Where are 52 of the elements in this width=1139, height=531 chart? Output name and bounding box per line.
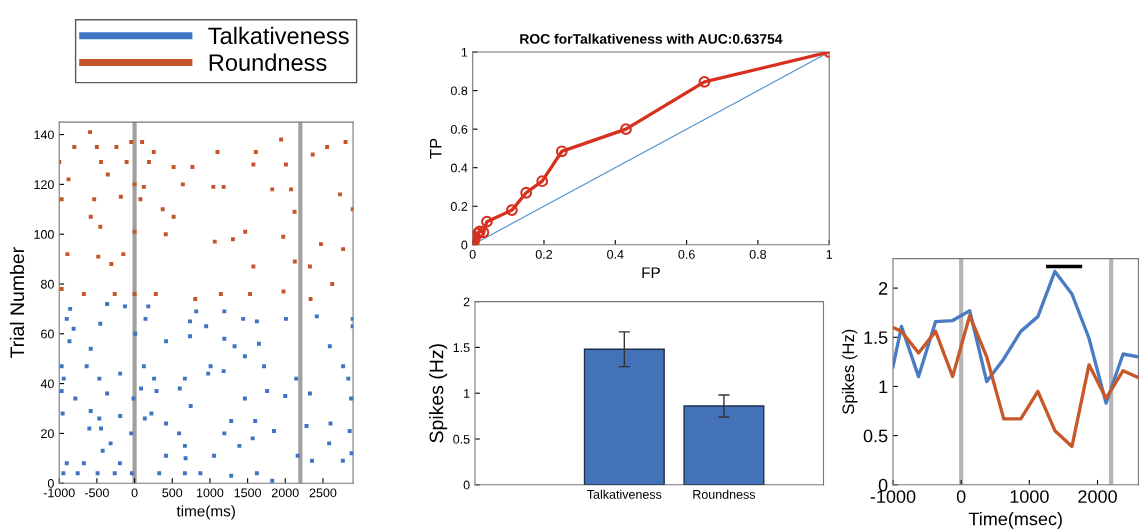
y-tick-label: 0.6: [450, 124, 468, 134]
x-tick-label: 500: [162, 488, 183, 498]
x-tick-label: 1500: [234, 488, 262, 498]
x-tick-label: 0.8: [749, 249, 767, 259]
x-tick-label: 1000: [1010, 490, 1049, 503]
legend-label: Roundness: [209, 53, 327, 71]
y-tick-label: 0.8: [450, 86, 468, 96]
y-axis-title: Spikes (Hz): [429, 344, 448, 443]
x-tick-label: 0.2: [535, 249, 553, 259]
y-axis-title: Spikes (Hz): [841, 329, 858, 414]
y-tick-label: 1: [461, 47, 468, 57]
x-tick-label: 0: [956, 490, 966, 503]
y-tick-label: 0: [47, 479, 54, 488]
x-tick-label: 2500: [309, 488, 337, 498]
y-tick-label: 0: [461, 240, 468, 250]
x-axis-title: FP: [642, 267, 660, 278]
y-tick-label: 0.5: [863, 429, 888, 443]
y-axis-title: Trial Number: [9, 247, 25, 359]
x-tick-label: Roundness: [693, 489, 756, 499]
y-tick-label: 1: [879, 380, 888, 393]
x-tick-label: 1: [826, 250, 833, 259]
x-tick-label: 0.4: [607, 249, 624, 259]
x-axis-title: Time(msec): [968, 512, 1062, 529]
y-tick-label: 20: [41, 429, 54, 439]
y-tick-label: 140: [34, 130, 54, 140]
x-tick-label: Talkativeness: [587, 489, 662, 499]
x-tick-label: 0: [131, 488, 138, 498]
y-tick-label: 40: [40, 379, 54, 389]
y-tick-label: 60: [41, 329, 54, 339]
x-tick-label: -1000: [43, 488, 75, 498]
x-tick-label: 2000: [1078, 490, 1117, 503]
y-tick-label: 1.5: [453, 343, 470, 353]
y-tick-label: 0: [463, 480, 470, 490]
x-tick-label: -1000: [870, 490, 916, 503]
y-tick-label: 0.4: [450, 163, 468, 173]
y-axis-title: TP: [429, 138, 442, 159]
y-tick-label: 80: [41, 279, 54, 289]
x-tick-label: 0.6: [678, 249, 695, 259]
x-axis-title: time(ms): [176, 505, 235, 520]
y-tick-label: 1: [464, 389, 470, 398]
y-tick-label: 1.5: [864, 331, 888, 344]
y-tick-label: 2: [463, 297, 470, 307]
x-tick-label: -500: [84, 488, 109, 498]
x-tick-label: 1000: [196, 488, 224, 498]
y-tick-label: 2: [878, 282, 888, 295]
x-tick-label: 2000: [272, 488, 299, 498]
y-tick-label: 0.5: [453, 434, 470, 444]
y-tick-label: 0.2: [450, 202, 468, 211]
legend-label: Talkativeness: [208, 26, 349, 45]
y-tick-label: 120: [34, 180, 54, 190]
y-tick-label: 100: [34, 229, 54, 239]
chart-title: ROC forTalkativeness with AUC:0.63754: [520, 33, 783, 44]
